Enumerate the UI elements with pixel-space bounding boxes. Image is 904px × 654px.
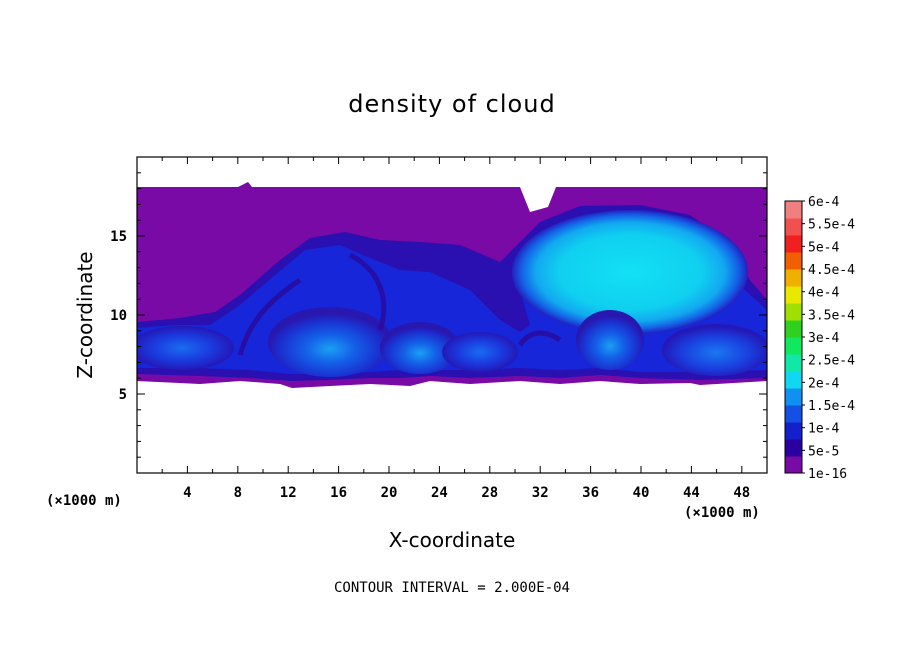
colorbar-swatch — [785, 303, 802, 321]
colorbar-swatch — [785, 422, 802, 440]
colorbar-label: 3.5e-4 — [808, 308, 855, 323]
colorbar-swatch — [785, 320, 802, 338]
cloud-swirl — [237, 252, 562, 356]
colorbar-label: 4.5e-4 — [808, 263, 855, 278]
colorbar-swatch — [785, 439, 802, 457]
x-tick-label: 16 — [330, 485, 347, 501]
cloud-cell-large — [512, 210, 748, 334]
x-axis-ticks: 4 8 12 16 20 24 28 32 36 40 44 48 — [161, 157, 750, 501]
colorbar-swatch — [785, 371, 802, 389]
chart-title: density of cloud — [348, 90, 555, 118]
cloud-cell-stalk — [576, 310, 644, 370]
y-tick-label: 10 — [110, 308, 127, 324]
colorbar-swatch — [785, 405, 802, 423]
x-unit-label: (×1000 m) — [684, 505, 760, 521]
x-tick-label: 36 — [582, 485, 599, 501]
x-tick-label: 44 — [683, 485, 700, 501]
colorbar-label: 6e-4 — [808, 195, 839, 210]
cloud-cell-middle-1 — [268, 307, 392, 377]
colorbar-swatch — [785, 269, 802, 287]
x-tick-label: 28 — [481, 485, 498, 501]
colorbar: 1e-16 5e-5 1e-4 1.5e-4 2e-4 2.5e-4 3e-4 3.5e-4 4… — [784, 195, 855, 482]
x-tick-label: 40 — [633, 485, 650, 501]
colorbar-swatch — [785, 354, 802, 372]
x-tick-label: 24 — [431, 485, 448, 501]
x-tick-label: 8 — [234, 485, 242, 501]
x-tick-label: 12 — [280, 485, 297, 501]
colorbar-label: 1e-16 — [808, 467, 847, 482]
colorbar-swatch — [785, 388, 802, 406]
y-tick-label: 15 — [110, 229, 127, 245]
cloud-cell-left — [137, 326, 234, 370]
colorbar-label: 5e-4 — [808, 240, 839, 255]
colorbar-label: 3e-4 — [808, 331, 839, 346]
y-axis-label: Z-coordinate — [73, 251, 97, 378]
colorbar-label: 5e-5 — [808, 444, 839, 459]
colorbar-label: 4e-4 — [808, 286, 839, 301]
y-unit-label: (×1000 m) — [46, 493, 122, 509]
cloud-cell-right — [662, 324, 767, 376]
cloud-cell-middle-2 — [380, 322, 460, 374]
colorbar-swatch — [785, 235, 802, 253]
colorbar-swatch — [785, 252, 802, 270]
x-tick-label: 48 — [733, 485, 750, 501]
x-tick-label: 20 — [381, 485, 398, 501]
contour-interval-note: CONTOUR INTERVAL = 2.000E-04 — [334, 580, 570, 596]
cloud-cell-middle-3 — [442, 332, 518, 372]
x-tick-label: 4 — [183, 485, 191, 501]
y-axis-ticks: 5 10 15 — [110, 172, 767, 458]
colorbar-swatch — [785, 337, 802, 355]
x-axis-label: X-coordinate — [389, 528, 516, 552]
colorbar-label: 2.5e-4 — [808, 354, 855, 369]
colorbar-label: 5.5e-4 — [808, 218, 855, 233]
colorbar-swatch — [785, 218, 802, 236]
colorbar-label: 2e-4 — [808, 376, 839, 391]
x-tick-label: 32 — [532, 485, 549, 501]
colorbar-label: 1e-4 — [808, 422, 839, 437]
colorbar-label: 1.5e-4 — [808, 399, 855, 414]
y-tick-label: 5 — [119, 387, 127, 403]
colorbar-swatch — [785, 286, 802, 304]
colorbar-swatch — [785, 201, 802, 219]
cloud-density-field — [137, 182, 767, 388]
colorbar-swatch — [785, 456, 802, 474]
